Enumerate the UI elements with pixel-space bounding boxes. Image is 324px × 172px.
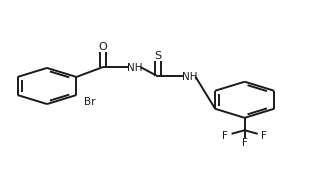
Text: NH: NH — [182, 72, 198, 82]
Text: S: S — [155, 51, 162, 61]
Text: F: F — [242, 138, 248, 148]
Text: NH: NH — [127, 63, 143, 73]
Text: F: F — [261, 131, 267, 141]
Text: O: O — [98, 42, 107, 52]
Text: F: F — [222, 131, 228, 141]
Text: Br: Br — [84, 97, 96, 107]
